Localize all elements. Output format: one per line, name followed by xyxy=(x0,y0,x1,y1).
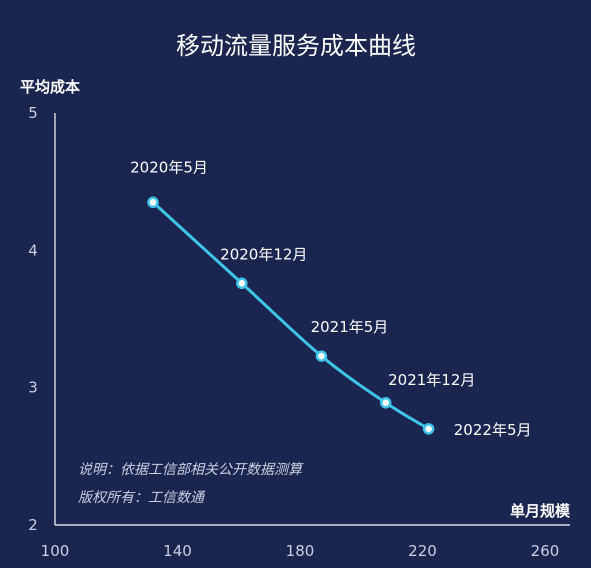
data-point xyxy=(236,277,248,290)
x-tick-label: 180 xyxy=(286,542,315,560)
data-point xyxy=(315,350,328,362)
y-tick-label: 5 xyxy=(28,104,38,122)
x-tick-label: 140 xyxy=(163,542,192,560)
x-tick-label: 220 xyxy=(408,542,437,560)
y-axis-title: 平均成本 xyxy=(20,78,80,96)
series-layer: 2020年5月 2020年12月 2021年5月 2021年12月 2022年5月 xyxy=(130,158,531,439)
data-label: 2021年12月 xyxy=(388,371,475,389)
note-copyright: 版权所有：工信数通 xyxy=(78,490,206,506)
data-label: 2020年5月 xyxy=(130,158,208,176)
y-tick-label: 3 xyxy=(28,379,38,397)
series-line xyxy=(151,200,431,431)
data-point xyxy=(380,397,392,409)
chart-title: 移动流量服务成本曲线 xyxy=(176,32,416,60)
data-label: 2022年5月 xyxy=(454,421,532,439)
y-tick-label: 2 xyxy=(28,516,38,534)
axis-ticks: 100 140 180 220 260 2 3 4 5 xyxy=(28,104,559,560)
data-point xyxy=(422,423,435,435)
x-tick-label: 260 xyxy=(531,542,560,560)
x-tick-label: 100 xyxy=(41,542,70,560)
note-source: 说明：依据工信部相关公开数据测算 xyxy=(78,462,304,478)
x-axis-title: 单月规模 xyxy=(510,502,571,520)
y-tick-label: 4 xyxy=(28,241,38,259)
data-label: 2021年5月 xyxy=(311,318,389,336)
data-label: 2020年12月 xyxy=(220,245,307,263)
data-point xyxy=(147,196,159,209)
